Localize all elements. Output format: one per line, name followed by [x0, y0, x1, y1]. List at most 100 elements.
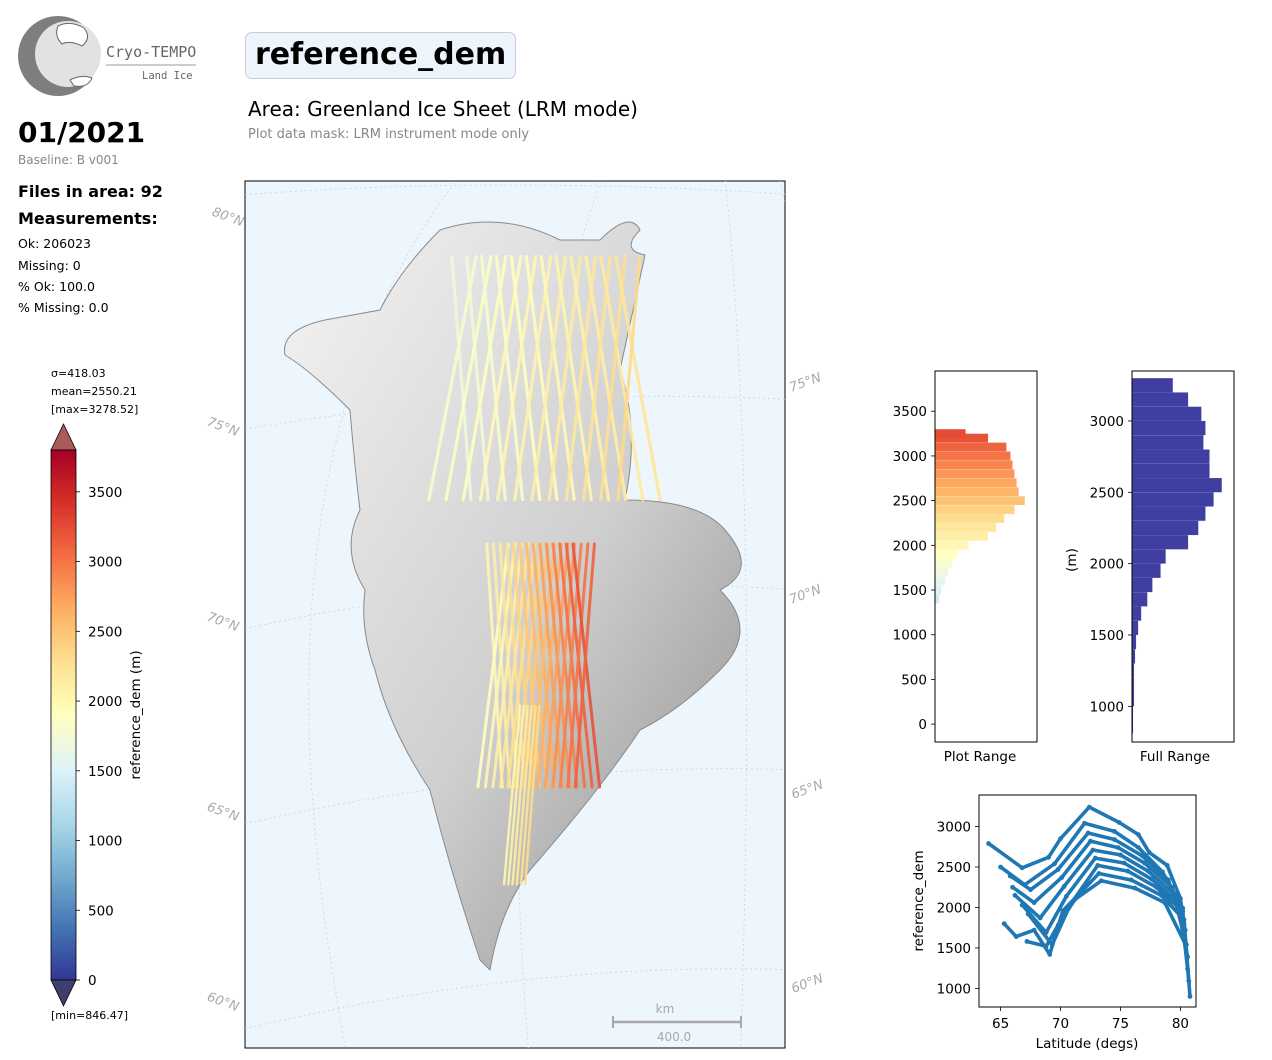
scatter-point	[1182, 941, 1188, 947]
scatter-ytick-label: 3000	[937, 820, 971, 836]
plot-range-bar	[935, 567, 949, 577]
scatter-track	[999, 821, 1185, 910]
plot-range-tick-label: 2500	[893, 494, 927, 510]
scatter-point	[1088, 838, 1093, 844]
track-segment	[569, 254, 611, 502]
scatter-point	[998, 864, 1003, 870]
full-range-bar	[1132, 620, 1139, 635]
plot-range-bar	[935, 478, 1017, 488]
scatter-point	[1055, 922, 1061, 928]
scatter-point	[1047, 952, 1053, 957]
lat-label-65-left: 65°N	[205, 800, 241, 825]
logo-subtitle: Land Ice	[142, 70, 193, 82]
colorbar-tick-label: 3500	[88, 485, 122, 501]
scatter-point	[1139, 853, 1145, 859]
scatter-point	[1031, 900, 1037, 906]
plot-range-bar	[935, 442, 1007, 452]
full-range-bar	[1132, 606, 1142, 621]
scatter-point	[1158, 892, 1164, 898]
scatter-point	[1037, 915, 1043, 921]
track-segment	[515, 704, 533, 886]
colorbar-tick-label: 1000	[88, 834, 122, 850]
scatter-ytick-label: 1000	[937, 981, 971, 997]
scatter-point	[1055, 867, 1061, 872]
scatter-track	[1009, 831, 1187, 931]
track-segment	[547, 254, 582, 502]
scatter-point	[986, 841, 991, 846]
scatter-point	[1019, 865, 1025, 871]
track-segment	[616, 254, 642, 502]
full-range-tick-label: 2000	[1090, 557, 1124, 573]
colorbar-stat-mean: mean=2550.21	[51, 385, 137, 398]
colorbar: σ=418.03 mean=2550.21 [max=3278.52] 0 500…	[50, 367, 144, 1022]
scatter-track	[1002, 871, 1192, 997]
track-segment	[584, 254, 628, 502]
scatter-point	[1132, 885, 1138, 891]
full-range-bar	[1132, 706, 1134, 721]
plot-range-axes	[934, 370, 1038, 743]
full-range-bar	[1132, 506, 1206, 521]
stat-percent-ok: % Ok: 100.0	[18, 279, 95, 294]
plot-range-bar	[935, 469, 1015, 479]
scatter-point	[1025, 911, 1031, 917]
full-range-bar	[1132, 649, 1136, 664]
scatter-point	[1061, 884, 1067, 889]
colorbar-tick-label: 1500	[88, 764, 122, 780]
baseline-label: Baseline: B v001	[18, 153, 119, 167]
track-segment	[509, 254, 542, 502]
scatter-point	[1098, 878, 1104, 884]
full-range-bar	[1132, 463, 1210, 478]
scatter-point	[1007, 873, 1013, 879]
scatter-xlabel: Latitude (degs)	[1036, 1036, 1139, 1052]
track-segment	[511, 704, 529, 886]
cryo-tempo-logo: Cryo-TEMPO Land Ice	[18, 16, 196, 96]
scatter-point	[1012, 892, 1018, 898]
lat-label-65-right: 65°N	[789, 777, 825, 802]
scatter-ytick-label: 2500	[937, 860, 971, 876]
plot-range-bar	[935, 549, 958, 559]
period-date: 01/2021	[18, 116, 146, 149]
scatter-point	[1060, 908, 1066, 914]
plot-range-tick-label: 500	[901, 672, 927, 688]
plot-range-tick-label: 0	[918, 717, 927, 733]
colorbar-stat-sigma: σ=418.03	[51, 367, 106, 380]
plot-range-tick-label: 1000	[893, 628, 927, 644]
measurements-title: Measurements:	[18, 209, 158, 228]
scatter-point	[1019, 902, 1025, 908]
full-range-tick-label: 1000	[1090, 699, 1124, 715]
plot-range-tick-label: 1500	[893, 583, 927, 599]
plot-range-bar	[935, 585, 942, 595]
plot-range-tick-label: 2000	[893, 538, 927, 554]
full-range-bar	[1132, 592, 1148, 607]
plot-range-label: Plot Range	[944, 749, 1017, 765]
scatter-point	[1085, 830, 1091, 836]
colorbar-stat-min: [min=846.47]	[51, 1009, 128, 1022]
track-segment	[566, 542, 590, 789]
scatter-xtick-label: 75	[1112, 1016, 1129, 1032]
track-segment	[539, 254, 576, 502]
track-segment	[496, 254, 538, 502]
scatter-xtick-label: 65	[992, 1016, 1009, 1032]
full-range-bar	[1132, 406, 1202, 421]
lat-label-75-right: 75°N	[787, 370, 823, 395]
plot-range-bar	[935, 514, 1005, 523]
stat-ok: Ok: 206023	[18, 236, 91, 251]
full-range-bar	[1132, 635, 1137, 650]
area-title: Area: Greenland Ice Sheet (LRM mode)	[248, 97, 638, 121]
scale-bar-value: 400.0	[657, 1030, 691, 1044]
track-segment	[530, 254, 568, 502]
files-in-area: Files in area: 92	[18, 182, 163, 201]
scatter-point	[1162, 900, 1168, 906]
scatter-point	[1142, 860, 1147, 866]
mask-note: Plot data mask: LRM instrument mode only	[248, 127, 530, 142]
lat-label-60-right: 60°N	[789, 971, 825, 996]
plot-range-bar	[935, 460, 1013, 470]
plot-range-tick-label: 3000	[893, 449, 927, 465]
parameter-title: reference_dem	[245, 32, 517, 79]
full-range-bar	[1132, 549, 1166, 564]
scatter-track	[1020, 856, 1190, 970]
scatter-point	[1121, 860, 1127, 866]
scatter-point	[1059, 875, 1065, 880]
track-segment	[480, 254, 507, 502]
scatter-track	[1013, 848, 1190, 958]
